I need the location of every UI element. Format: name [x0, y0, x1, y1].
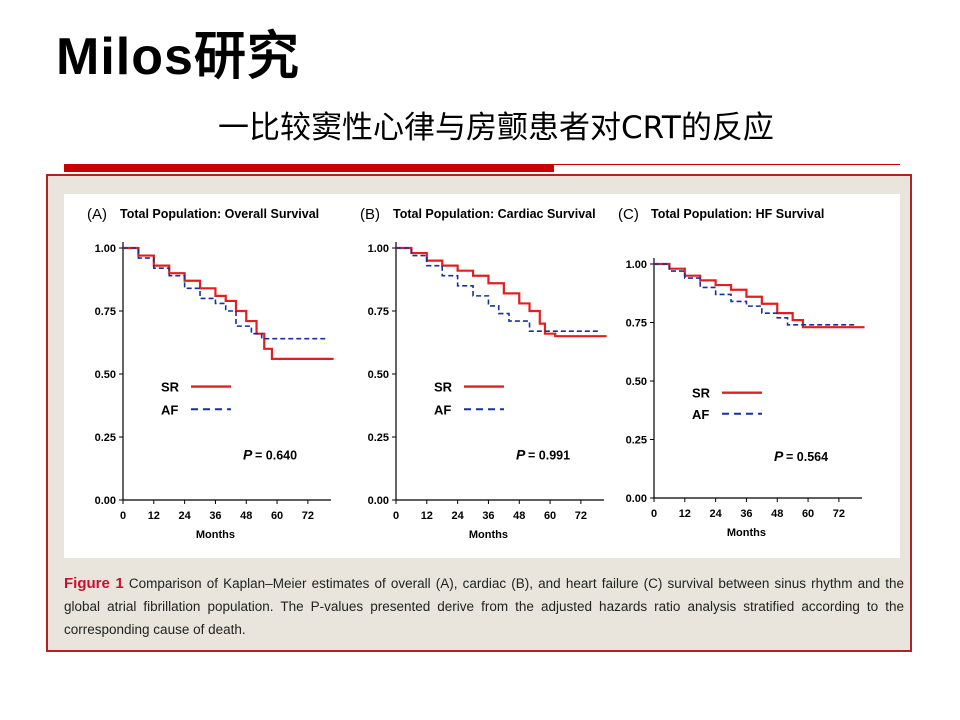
- panel-c-x-axis-label: Months: [727, 527, 766, 539]
- panel-c-legend-sr-label: SR: [692, 386, 711, 401]
- panel-a-title: Total Population: Overall Survival: [120, 207, 319, 221]
- panel-b-title: Total Population: Cardiac Survival: [393, 207, 596, 221]
- panel-a-x-axis-label: Months: [196, 529, 235, 541]
- panel-a-y-tick-label: 0.75: [95, 306, 116, 318]
- panel-b-x-tick-label: 60: [544, 510, 556, 522]
- panel-a-series-sr-line: [123, 246, 334, 360]
- plot-area: (A) Total Population: Overall Survival 0.0…: [64, 194, 900, 558]
- panel-c-x-tick-label: 48: [771, 508, 783, 520]
- panel-c-x-tick-label: 60: [802, 508, 814, 520]
- panel-b-x-tick-label: 72: [575, 510, 587, 522]
- panel-a-x-tick-label: 24: [179, 510, 192, 522]
- panel-c-x-tick-label: 72: [833, 508, 845, 520]
- panel-b-y-tick-label: 1.00: [368, 243, 389, 255]
- panel-a-x-tick-label: 60: [271, 510, 283, 522]
- panel-a-x-tick-label: 48: [240, 510, 252, 522]
- panel-c-title: Total Population: HF Survival: [651, 207, 824, 221]
- panel-b-x-tick-label: 12: [421, 510, 433, 522]
- panel-a-p-value: = 0.640: [255, 449, 297, 463]
- panel-a-legend-sr-label: SR: [161, 380, 180, 395]
- panel-b-p-label: P: [516, 447, 526, 463]
- panel-a-p-label: P: [243, 447, 253, 463]
- kaplan-meier-charts: (A) Total Population: Overall Survival 0.0…: [87, 206, 865, 541]
- panel-c-series-af-line: [654, 263, 857, 326]
- slide-title: Milos研究: [56, 28, 300, 86]
- panel-a-y-tick-label: 1.00: [95, 243, 116, 255]
- panel-a-y-tick-label: 0.50: [95, 369, 116, 381]
- panel-b-x-tick-label: 0: [393, 510, 399, 522]
- panel-c-y-tick-label: 0.75: [626, 318, 647, 330]
- figure-frame: (A) Total Population: Overall Survival 0.0…: [46, 174, 912, 652]
- panel-b-x-tick-label: 48: [513, 510, 525, 522]
- panel-c-legend-af-label: AF: [692, 407, 709, 422]
- panel-a-legend-af-label: AF: [161, 402, 178, 417]
- panel-a-label: (A): [87, 206, 107, 223]
- panel-b-y-tick-label: 0.50: [368, 369, 389, 381]
- panel-c-y-tick-label: 0.00: [626, 493, 647, 505]
- panel-b-y-tick-label: 0.75: [368, 306, 389, 318]
- panel-b-x-tick-label: 36: [482, 510, 494, 522]
- caption-text: Comparison of Kaplan–Meier estimates of …: [64, 576, 904, 637]
- panel-b-p-value: = 0.991: [528, 449, 570, 463]
- panel-a-x-tick-label: 12: [148, 510, 160, 522]
- red-accent-rule: [64, 164, 554, 172]
- panel-a-series-af-line: [123, 247, 326, 340]
- panel-b-legend-sr-label: SR: [434, 380, 453, 395]
- panel-a-y-tick-label: 0.00: [95, 495, 116, 507]
- panel-c-p-label: P: [774, 448, 784, 464]
- panel-c-p-value: = 0.564: [786, 450, 828, 464]
- panel-c-x-tick-label: 36: [740, 508, 752, 520]
- panel-b-legend-af-label: AF: [434, 402, 451, 417]
- panel-a-x-tick-label: 0: [120, 510, 126, 522]
- panel-a-x-tick-label: 72: [302, 510, 314, 522]
- panel-c-x-tick-label: 12: [679, 508, 691, 520]
- panel-b-y-tick-label: 0.25: [368, 432, 389, 444]
- panel-b-label: (B): [360, 206, 380, 223]
- panel-b-x-axis-label: Months: [469, 529, 508, 541]
- caption-figure-label: Figure 1: [64, 575, 124, 592]
- panel-c-y-tick-label: 0.50: [626, 376, 647, 388]
- panel-b-series-af-line: [396, 247, 599, 332]
- panel-c-x-tick-label: 24: [710, 508, 723, 520]
- panel-c-label: (C): [618, 206, 639, 223]
- panel-b-y-tick-label: 0.00: [368, 495, 389, 507]
- thin-accent-rule: [554, 164, 900, 165]
- panel-b-series-sr-line: [396, 246, 607, 338]
- panel-b-x-tick-label: 24: [452, 510, 465, 522]
- slide-subtitle: 一比较窦性心律与房颤患者对CRT的反应: [218, 110, 774, 146]
- panel-a-y-tick-label: 0.25: [95, 432, 116, 444]
- figure-caption: Figure 1 Comparison of Kaplan–Meier esti…: [64, 572, 904, 641]
- panel-c-y-tick-label: 1.00: [626, 259, 647, 271]
- panel-c-x-tick-label: 0: [651, 508, 657, 520]
- panel-c-y-tick-label: 0.25: [626, 435, 647, 447]
- panel-a-x-tick-label: 36: [209, 510, 221, 522]
